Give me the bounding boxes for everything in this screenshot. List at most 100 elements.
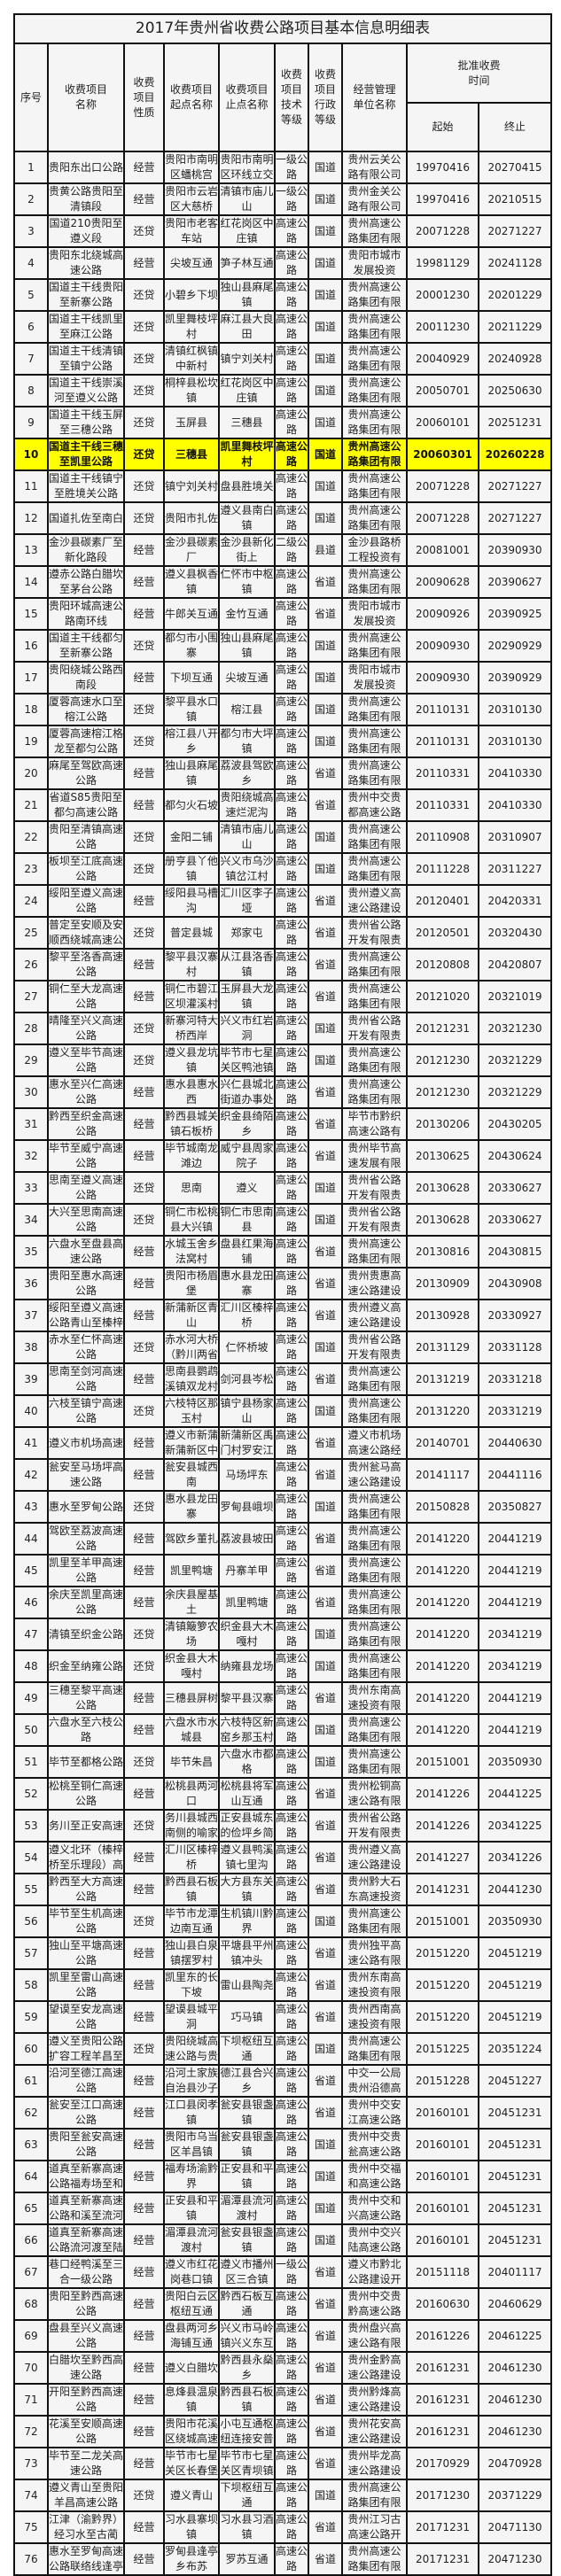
- operator: 贵州高速公路集团有限: [347, 1078, 401, 1106]
- start-point-cell: 册亨县丫他镇: [163, 852, 220, 886]
- road-name: 道真至新寨高速公路流河渡至陆: [49, 2226, 123, 2254]
- end-point-cell: 松桃县将军山互通: [218, 1777, 276, 1811]
- toll-nature-cell: 还贷: [123, 1203, 165, 1237]
- operator-cell: 遵义市机场高速公路经: [341, 1426, 408, 1460]
- admin-grade: 国道: [314, 256, 336, 269]
- admin-grade-cell: 国道: [308, 629, 343, 663]
- row-no: 55: [24, 1882, 38, 1896]
- admin-grade-cell: 国道: [308, 1490, 343, 1524]
- start-point-cell: 黎平县汉寨村: [163, 948, 220, 982]
- operator: 贵州东南高速投资有限: [347, 1684, 401, 1711]
- admin-grade-cell: 国道: [308, 182, 343, 216]
- period-start-cell: 20110131: [406, 725, 479, 758]
- row-no-cell: 32: [13, 1139, 49, 1173]
- start-point-cell: 三穗县: [163, 438, 220, 471]
- operator: 贵州遵义高速公路建设: [347, 1843, 401, 1871]
- period-end: 20460629: [487, 2297, 542, 2310]
- start-point-cell: 三穗县屏树: [163, 1681, 220, 1715]
- row-no-cell: 21: [13, 788, 49, 822]
- period-end-cell: 20441219: [477, 1681, 553, 1715]
- operator-cell: 贵州金黔高速公路建设: [341, 2351, 408, 2385]
- period-start: 20081001: [415, 543, 471, 556]
- start-point: 普定县城: [169, 926, 213, 939]
- start-point-cell: 都匀市小围寨: [163, 629, 220, 663]
- operator-cell: 贵州松铜高速公路有限: [341, 1777, 408, 1811]
- toll-nature: 还贷: [133, 384, 155, 397]
- period-start: 20130928: [415, 1308, 471, 1322]
- operator: 贵阳市城市发展投资: [347, 600, 401, 627]
- row-no: 62: [24, 2106, 38, 2119]
- row-no-cell: 11: [13, 469, 49, 503]
- end-point-cell: 剑河县岑松: [218, 1362, 276, 1396]
- row-no: 40: [24, 1404, 38, 1417]
- period-start-cell: 20071228: [406, 214, 479, 248]
- period-start-cell: 20160101: [406, 2096, 479, 2130]
- end-point-cell: 荔波县坡田: [218, 1522, 276, 1556]
- start-point-cell: 金沙县碳素厂: [163, 533, 220, 567]
- end-point: 三穗县: [230, 415, 263, 429]
- admin-grade-cell: 国道: [308, 1745, 343, 1779]
- admin-grade: 省道: [314, 607, 336, 620]
- toll-nature-cell: 经营: [123, 597, 165, 631]
- period-start-cell: 20151228: [406, 2064, 479, 2098]
- admin-grade-cell: 国道: [308, 2128, 343, 2161]
- period-start: 20160101: [415, 2233, 471, 2246]
- tech-grade: 高速公路: [276, 2067, 308, 2094]
- toll-nature: 经营: [133, 671, 155, 684]
- row-no: 1: [27, 160, 35, 174]
- admin-grade-cell: 省道: [308, 2415, 343, 2448]
- toll-nature: 还贷: [133, 479, 155, 493]
- row-no-cell: 46: [13, 1586, 49, 1619]
- end-point: 毕节市七星关区青坝镇: [220, 2449, 274, 2477]
- row-no: 64: [24, 2169, 38, 2183]
- period-end: 20341219: [487, 1659, 542, 1672]
- header-toll-period: 批准收费 时间: [405, 43, 553, 104]
- operator-cell: 贵州高速公路集团有限: [341, 342, 408, 376]
- road-name-cell: 国道主干线都匀至新寨公路: [47, 629, 125, 663]
- start-point-cell: 赤水河大桥（黔川两省: [163, 1331, 220, 1364]
- period-start-cell: 20150828: [406, 1490, 479, 1524]
- row-no: 2: [27, 192, 35, 206]
- tech-grade-cell: 高速公路: [274, 2542, 309, 2576]
- tech-grade-cell: 高速公路: [274, 2351, 309, 2385]
- road-name: 国道主干线凯里至麻江公路: [49, 313, 123, 340]
- operator: 贵州黔烽高速公路建设: [347, 2386, 401, 2413]
- period-end-cell: 20441219: [477, 1586, 553, 1619]
- admin-grade: 国道: [314, 2138, 336, 2151]
- operator: 贵州高速公路集团有限: [347, 1620, 401, 1648]
- period-start-cell: 20130206: [406, 1107, 479, 1141]
- period-end: 20390930: [487, 543, 542, 556]
- table-row: 34 大兴至思南高速公路 还贷 铜仁市松桃县大兴镇 铜仁市思南县 高速公路 国道 贵州省公路开…: [13, 1203, 553, 1237]
- period-start-cell: 20141220: [406, 1522, 479, 1556]
- tech-grade: 高速公路: [276, 2162, 308, 2190]
- row-no: 37: [24, 1308, 38, 1322]
- road-name-cell: 普定至安顺及安顺西绕城高速公: [47, 916, 125, 950]
- admin-grade: 国道: [314, 479, 336, 493]
- row-no: 36: [24, 1276, 38, 1290]
- period-end: 20321230: [487, 1021, 542, 1035]
- start-point: 三穗县: [175, 447, 207, 461]
- operator: 贵州遵义高速公路建设: [347, 1301, 401, 1329]
- toll-nature: 还贷: [133, 511, 155, 524]
- operator-cell: 贵州中交贵都高速公路: [341, 788, 408, 822]
- table-row: 47 清镇至织金公路 还贷 清镇簸箩农场 织金县大木嘎村 高速公路 国道 贵州高速公路集团有限…: [13, 1618, 553, 1651]
- end-point-cell: 贵阳市南明区环线立交: [218, 151, 276, 184]
- period-end: 20471130: [487, 2520, 542, 2533]
- period-start-cell: 20141220: [406, 1681, 479, 1715]
- period-end: 20430815: [487, 1245, 542, 1258]
- table-row: 1 贵阳东出口公路 经营 贵阳市南明区蟠桃宫 贵阳市南明区环线立交 一级公路 国道 贵州云关公…: [13, 151, 553, 184]
- road-name-cell: 毕节至生机高速公路: [47, 1905, 125, 1938]
- period-end: 20390925: [487, 607, 542, 620]
- admin-grade-cell: 省道: [308, 1362, 343, 1396]
- tech-grade: 高速公路: [276, 855, 308, 882]
- row-no-cell: 53: [13, 1809, 49, 1843]
- toll-nature-cell: 经营: [123, 2192, 165, 2225]
- tech-grade: 高速公路: [276, 2354, 308, 2381]
- toll-nature-cell: 还贷: [123, 1394, 165, 1428]
- table-row: 21 省道S85贵阳至都匀高速公路 经营 都匀火石坡 贵阳绕城高速烂泥沟 高速公路 省道 贵州…: [13, 788, 553, 822]
- period-end: 20341225: [487, 1819, 542, 1832]
- admin-grade: 省道: [314, 1595, 336, 1609]
- period-end: 20441219: [487, 1563, 542, 1577]
- toll-nature: 经营: [133, 2138, 155, 2151]
- toll-nature: 经营: [133, 766, 155, 780]
